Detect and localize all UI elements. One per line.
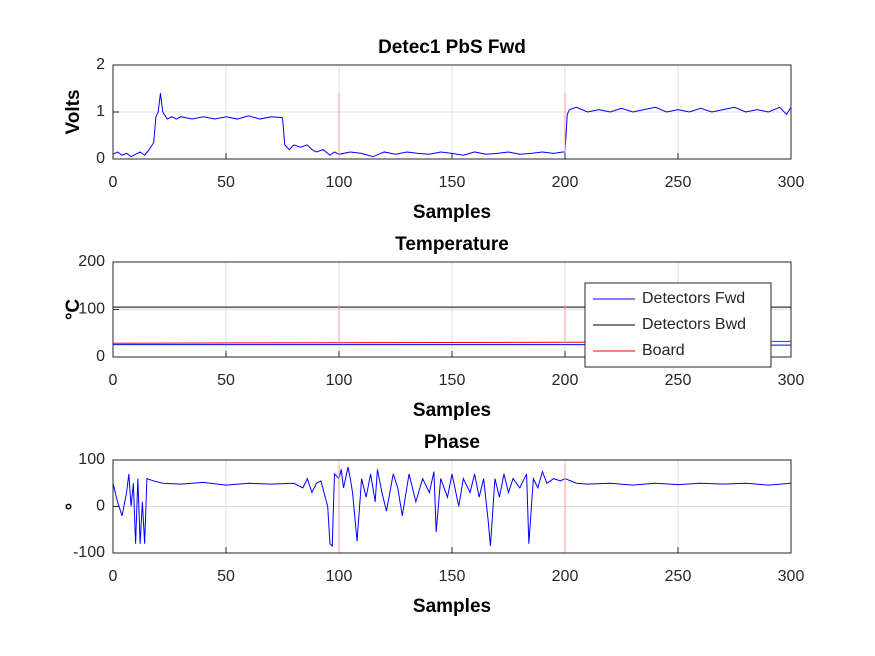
y-axis-label: Volts xyxy=(63,89,84,134)
x-tick-label: 300 xyxy=(778,174,805,191)
y-tick-label: 100 xyxy=(78,301,105,318)
x-tick-label: 200 xyxy=(552,372,579,389)
x-axis-label: Samples xyxy=(413,596,491,617)
x-tick-label: 300 xyxy=(778,568,805,585)
x-tick-label: 150 xyxy=(439,174,466,191)
x-tick-label: 0 xyxy=(109,568,118,585)
x-tick-label: 200 xyxy=(552,174,579,191)
y-tick-label: 100 xyxy=(78,451,105,468)
series-line xyxy=(112,93,792,158)
y-tick-label: 0 xyxy=(96,150,105,167)
x-tick-label: 250 xyxy=(665,174,692,191)
x-tick-label: 100 xyxy=(326,568,353,585)
x-tick-label: 0 xyxy=(109,372,118,389)
x-tick-label: 150 xyxy=(439,372,466,389)
chart-title: Temperature xyxy=(395,234,509,255)
x-tick-label: 100 xyxy=(326,174,353,191)
x-tick-label: 50 xyxy=(217,568,235,585)
chart-title: Phase xyxy=(424,432,480,453)
x-tick-label: 50 xyxy=(217,372,235,389)
legend-label: Board xyxy=(642,342,685,359)
y-axis-label: °C xyxy=(63,299,84,321)
x-tick-label: 300 xyxy=(778,372,805,389)
legend-label: Detectors Bwd xyxy=(642,316,746,333)
y-tick-label: 200 xyxy=(78,253,105,270)
axes-box xyxy=(112,64,792,160)
legend-label: Detectors Fwd xyxy=(642,290,745,307)
x-tick-label: 0 xyxy=(109,174,118,191)
y-tick-label: -100 xyxy=(73,544,105,561)
x-axis-label: Samples xyxy=(413,400,491,421)
series-line xyxy=(112,466,792,548)
x-tick-label: 250 xyxy=(665,372,692,389)
y-axis-label: ° xyxy=(63,503,84,511)
y-tick-label: 2 xyxy=(96,56,105,73)
x-tick-label: 200 xyxy=(552,568,579,585)
y-tick-label: 0 xyxy=(96,348,105,365)
axes-box xyxy=(112,261,792,358)
chart-title: Detec1 PbS Fwd xyxy=(378,37,526,58)
x-tick-label: 100 xyxy=(326,372,353,389)
x-axis-label: Samples xyxy=(413,202,491,223)
x-tick-label: 50 xyxy=(217,174,235,191)
x-tick-label: 250 xyxy=(665,568,692,585)
axes-box xyxy=(112,459,792,554)
y-tick-label: 1 xyxy=(96,103,105,120)
x-tick-label: 150 xyxy=(439,568,466,585)
y-tick-label: 0 xyxy=(96,498,105,515)
